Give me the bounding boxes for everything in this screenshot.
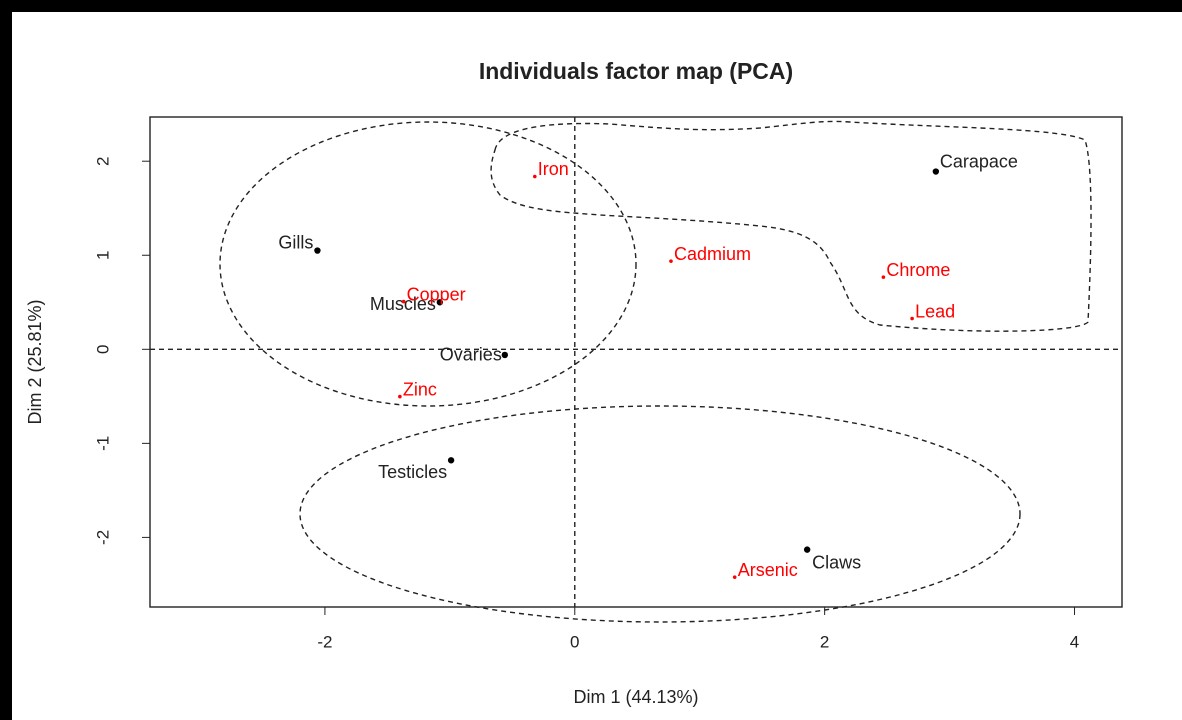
- cluster-outline: [299, 405, 1021, 623]
- variable-point: [881, 275, 886, 279]
- variable-point: [533, 174, 537, 179]
- frame-top: [0, 0, 1182, 12]
- point-label: Muscles: [370, 294, 436, 314]
- point-label: Carapace: [940, 151, 1018, 171]
- x-tick-label: 0: [570, 632, 579, 651]
- y-tick-label: -2: [93, 530, 112, 545]
- point: [447, 457, 455, 464]
- variable-label: Iron: [538, 159, 569, 179]
- point-label: Ovaries: [440, 345, 502, 365]
- point-label: Gills: [278, 232, 313, 252]
- point-label: Testicles: [378, 462, 447, 482]
- cluster-outline: [490, 120, 1092, 332]
- y-tick-label: -1: [93, 436, 112, 451]
- cluster-outline: [219, 121, 637, 407]
- y-tick-label: 2: [93, 156, 112, 165]
- point: [803, 546, 811, 553]
- variable-label: Arsenic: [738, 560, 798, 580]
- x-axis-label: Dim 1 (44.13%): [573, 687, 698, 707]
- y-axis-label: Dim 2 (25.81%): [25, 299, 45, 424]
- point: [436, 299, 444, 306]
- point-label: Claws: [812, 552, 861, 572]
- variable-label: Chrome: [886, 260, 950, 280]
- variable-label: Copper: [407, 284, 466, 304]
- y-tick-label: 1: [93, 251, 112, 260]
- y-tick-label: 0: [93, 345, 112, 354]
- variable-point: [401, 299, 406, 304]
- variable-point: [669, 259, 673, 263]
- x-tick-label: 2: [820, 632, 829, 651]
- point: [314, 247, 321, 254]
- variable-label: Zinc: [403, 379, 437, 399]
- variable-point: [398, 394, 402, 399]
- frame-left: [0, 0, 12, 720]
- variable-point: [910, 316, 914, 321]
- variable-point: [732, 575, 737, 579]
- plot-box: [149, 116, 1123, 608]
- point: [501, 351, 509, 359]
- chart-title: Individuals factor map (PCA): [479, 58, 793, 84]
- x-tick-label: 4: [1070, 632, 1079, 651]
- variable-label: Cadmium: [674, 244, 751, 264]
- point: [932, 168, 940, 175]
- x-tick-label: -2: [317, 632, 332, 651]
- variable-label: Lead: [915, 301, 955, 321]
